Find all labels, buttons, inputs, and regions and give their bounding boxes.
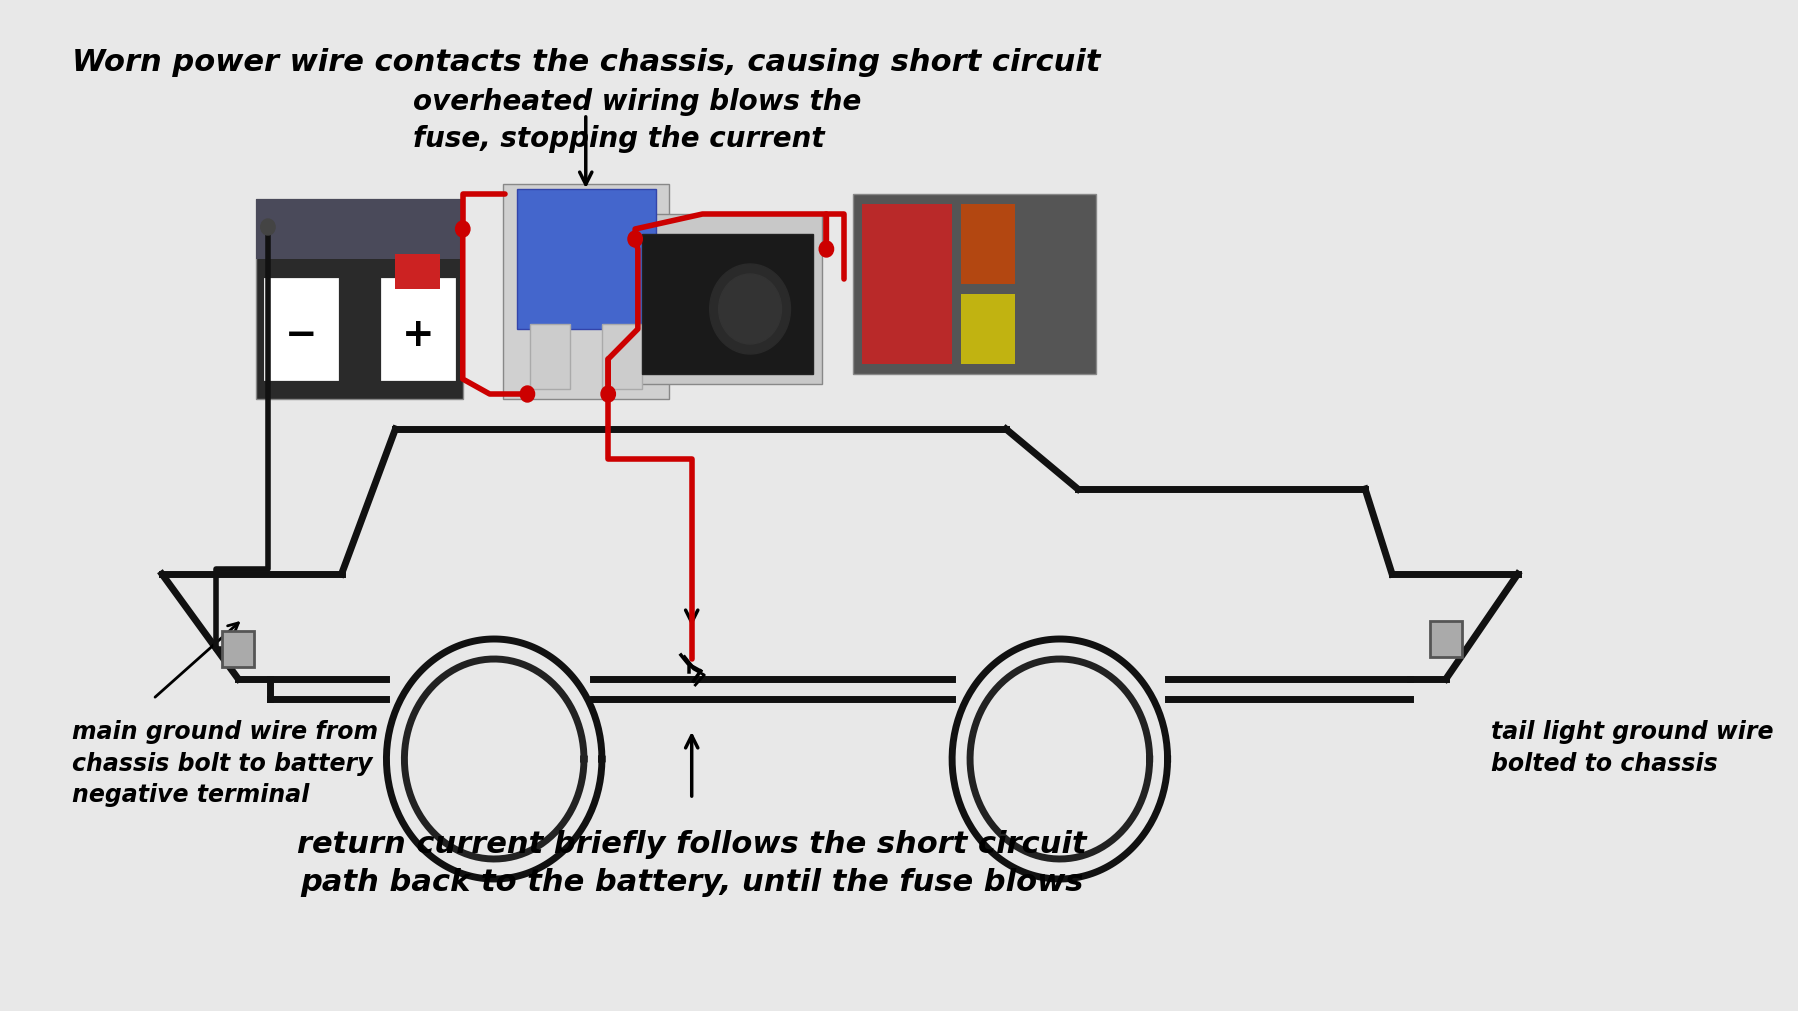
Bar [503,185,669,399]
Bar [642,235,813,375]
Bar [396,255,441,290]
Bar [516,190,656,330]
Circle shape [455,221,469,238]
Circle shape [708,265,789,355]
Circle shape [601,386,615,402]
Text: −: − [284,315,316,354]
Circle shape [520,386,534,402]
Bar [530,325,570,389]
Bar [960,205,1014,285]
Text: overheated wiring blows the
fuse, stopping the current: overheated wiring blows the fuse, stoppi… [414,88,861,153]
Bar [633,214,822,384]
Bar [221,632,254,667]
Text: Worn power wire contacts the chassis, causing short circuit: Worn power wire contacts the chassis, ca… [72,48,1099,77]
Circle shape [261,219,275,236]
Circle shape [717,275,780,345]
Bar [852,195,1095,375]
Bar [264,280,336,379]
Text: main ground wire from
chassis bolt to battery
negative terminal: main ground wire from chassis bolt to ba… [72,719,378,807]
Bar [861,205,951,365]
Text: return current briefly follows the short circuit
path back to the battery, until: return current briefly follows the short… [297,829,1086,897]
Text: tail light ground wire
bolted to chassis: tail light ground wire bolted to chassis [1491,719,1773,774]
Bar [1429,622,1462,657]
Circle shape [628,232,642,248]
Bar [381,280,453,379]
Bar [255,200,462,260]
Bar [255,200,462,399]
Text: +: + [401,315,433,354]
Circle shape [818,242,832,258]
Bar [602,325,642,389]
Bar [960,295,1014,365]
